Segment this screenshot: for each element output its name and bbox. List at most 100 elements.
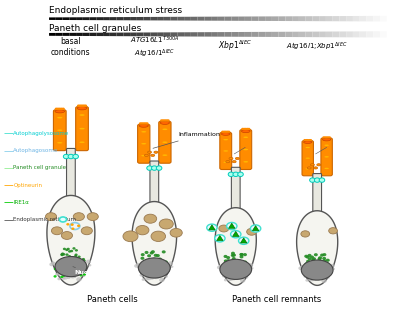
Ellipse shape (301, 260, 333, 280)
Circle shape (303, 275, 307, 278)
Circle shape (62, 253, 66, 256)
Polygon shape (69, 17, 76, 20)
Circle shape (226, 256, 230, 259)
Polygon shape (130, 17, 137, 20)
Ellipse shape (55, 110, 64, 113)
Ellipse shape (247, 228, 257, 235)
Circle shape (77, 224, 80, 227)
Circle shape (78, 264, 81, 266)
Polygon shape (62, 33, 69, 36)
Circle shape (153, 275, 159, 279)
Circle shape (75, 272, 79, 275)
Circle shape (158, 274, 160, 275)
Ellipse shape (215, 235, 225, 242)
Polygon shape (258, 32, 265, 37)
Circle shape (314, 178, 320, 182)
Ellipse shape (159, 219, 173, 229)
Circle shape (158, 273, 162, 276)
Circle shape (136, 263, 140, 267)
Polygon shape (252, 32, 258, 37)
Circle shape (316, 271, 319, 273)
Ellipse shape (235, 158, 239, 159)
Ellipse shape (162, 128, 167, 130)
Circle shape (63, 248, 66, 250)
Polygon shape (96, 33, 103, 36)
Polygon shape (297, 211, 338, 285)
Circle shape (156, 263, 159, 265)
Circle shape (156, 166, 162, 170)
Circle shape (74, 254, 78, 256)
Ellipse shape (141, 131, 146, 133)
Ellipse shape (222, 133, 230, 135)
Ellipse shape (242, 130, 250, 133)
Circle shape (148, 274, 153, 277)
Polygon shape (191, 17, 198, 21)
Circle shape (222, 275, 226, 277)
Polygon shape (265, 32, 272, 37)
Polygon shape (340, 31, 346, 37)
Text: Paneth cell granules: Paneth cell granules (49, 23, 141, 33)
Circle shape (310, 277, 315, 281)
Circle shape (240, 278, 246, 283)
Text: Endoplasmic reticulum: Endoplasmic reticulum (13, 217, 76, 222)
Ellipse shape (136, 225, 149, 235)
Polygon shape (346, 16, 353, 21)
Circle shape (70, 250, 73, 252)
Circle shape (140, 122, 144, 125)
Polygon shape (164, 32, 171, 36)
Polygon shape (49, 17, 56, 20)
Polygon shape (217, 236, 223, 241)
Circle shape (61, 252, 64, 255)
Polygon shape (292, 16, 299, 21)
Circle shape (68, 154, 74, 159)
FancyBboxPatch shape (220, 133, 232, 170)
FancyBboxPatch shape (231, 167, 240, 213)
Ellipse shape (220, 259, 252, 279)
Polygon shape (150, 32, 157, 36)
Polygon shape (326, 31, 333, 37)
Circle shape (77, 105, 80, 107)
Ellipse shape (306, 158, 310, 159)
Circle shape (308, 274, 313, 278)
Ellipse shape (306, 168, 310, 170)
Circle shape (82, 259, 86, 262)
Polygon shape (272, 16, 279, 21)
Circle shape (240, 261, 244, 264)
Circle shape (328, 136, 331, 139)
Circle shape (159, 278, 164, 282)
FancyBboxPatch shape (302, 140, 314, 176)
Polygon shape (360, 16, 366, 22)
Circle shape (78, 270, 82, 272)
Circle shape (305, 139, 308, 141)
Circle shape (309, 139, 312, 141)
Circle shape (233, 267, 236, 269)
Circle shape (222, 267, 225, 269)
Circle shape (313, 275, 317, 278)
Circle shape (158, 257, 162, 261)
Ellipse shape (87, 213, 98, 221)
Circle shape (54, 275, 57, 278)
Polygon shape (144, 32, 150, 36)
Circle shape (243, 253, 247, 256)
Polygon shape (157, 17, 164, 21)
Ellipse shape (55, 256, 87, 277)
Circle shape (151, 250, 155, 253)
Polygon shape (238, 16, 245, 21)
Circle shape (322, 257, 326, 260)
Circle shape (154, 269, 156, 271)
Polygon shape (360, 31, 366, 37)
Polygon shape (110, 17, 116, 20)
Circle shape (228, 131, 230, 133)
Circle shape (325, 262, 329, 265)
Ellipse shape (123, 231, 138, 242)
Circle shape (245, 276, 248, 279)
Circle shape (235, 270, 238, 272)
Polygon shape (326, 16, 333, 21)
Circle shape (246, 128, 249, 130)
Circle shape (224, 259, 228, 262)
Polygon shape (123, 17, 130, 20)
Circle shape (154, 254, 158, 257)
Polygon shape (366, 16, 373, 22)
Circle shape (140, 265, 143, 267)
Circle shape (167, 119, 170, 122)
